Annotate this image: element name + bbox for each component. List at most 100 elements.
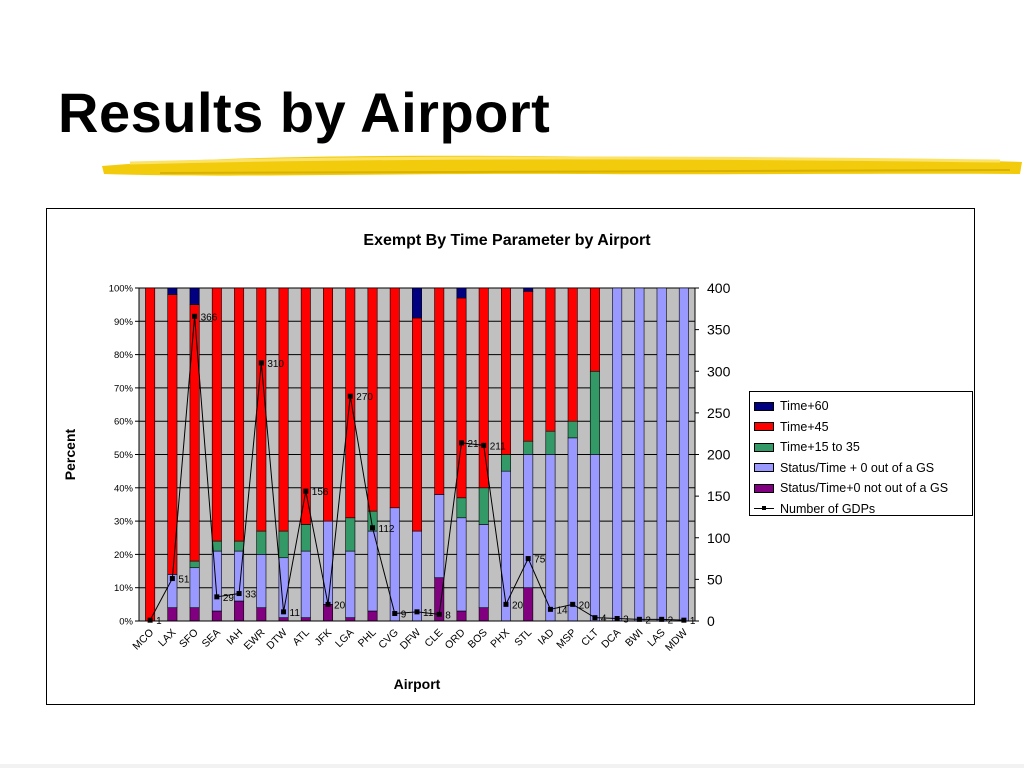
legend-swatch-time60 (754, 401, 774, 411)
bar-segment-dfw (412, 530, 422, 622)
x-tick-label: PHL (356, 627, 379, 650)
y-tick-label: 30% (114, 517, 134, 528)
bar-segment-phx (500, 287, 511, 455)
slide-title: Results by Airport (58, 81, 551, 144)
x-tick-label: MSP (554, 627, 579, 652)
chart-svg: Exempt By Time Parameter by Airport 0% 10%… (62, 232, 731, 692)
x-tick-label: EWR (242, 626, 268, 652)
bar-segment-sfo (189, 567, 200, 608)
footer-divider (0, 764, 1024, 768)
gdp-data-label: 11 (290, 608, 301, 619)
gdp-data-label: 1 (156, 616, 162, 627)
gdp-marker (458, 440, 464, 446)
bar-segment-phl (367, 287, 378, 512)
y2-tick-label: 50 (707, 571, 723, 587)
bar-segment-lax (167, 607, 178, 622)
gdp-data-label: 29 (223, 593, 235, 604)
bar-segment-ewr (256, 554, 267, 608)
gdp-marker (347, 393, 353, 399)
y2-tick-label: 150 (707, 488, 731, 504)
x-tick-label: MCO (130, 627, 156, 653)
gdp-data-label: 9 (401, 610, 407, 621)
bar-segment-lax (167, 287, 178, 295)
gdp-marker (414, 609, 420, 615)
y-tick-label: 50% (114, 450, 134, 461)
bar-segment-ord (456, 497, 467, 519)
bar-segment-clt (589, 454, 600, 622)
gdp-data-label: 20 (512, 600, 524, 611)
bar-segment-cvg (389, 287, 400, 509)
x-tick-label: DTW (264, 627, 289, 652)
bar-segment-lga (345, 287, 356, 519)
gdp-marker (570, 601, 576, 607)
x-tick-label: ORD (443, 626, 468, 651)
bar-segment-ewr (256, 287, 267, 532)
gdp-marker (503, 601, 509, 607)
bar-segment-las (656, 287, 667, 622)
y-tick-label: 80% (114, 350, 134, 361)
bar-segment-clt (589, 287, 600, 372)
gdp-marker (659, 616, 665, 622)
bar-segment-bwi (634, 287, 645, 622)
gdp-marker (303, 488, 309, 494)
y-tick-label: 60% (114, 417, 134, 428)
gdp-data-label: 11 (423, 608, 434, 619)
gdp-data-label: 310 (267, 359, 284, 370)
x-tick-label: IAD (536, 626, 557, 647)
gdp-data-label: 2 (668, 615, 674, 626)
y-tick-label: 20% (114, 550, 134, 561)
gdp-marker (281, 609, 287, 615)
gdp-marker (681, 617, 687, 623)
x-tick-label: STL (512, 627, 534, 649)
gdp-data-label: 3 (623, 615, 629, 626)
bar-segment-sea (211, 610, 222, 622)
gdp-marker (192, 313, 198, 319)
bar-segment-iad (545, 287, 556, 432)
x-tick-label: SEA (200, 627, 223, 650)
gdp-data-label: 211 (490, 441, 506, 452)
legend-label: Time+15 to 35 (780, 440, 860, 455)
bar-segment-iah (234, 540, 245, 552)
x-tick-label: BOS (466, 627, 490, 651)
legend-item-status-out-gs: Status/Time + 0 out of a GS (754, 458, 972, 479)
bar-segment-sea (211, 287, 222, 542)
gdp-data-label: 14 (556, 605, 568, 616)
gdp-marker (214, 594, 220, 600)
bar-segment-stl (523, 587, 534, 622)
y-tick-label: 10% (114, 583, 134, 594)
y-tick-label: 40% (114, 483, 134, 494)
gdp-data-label: 270 (356, 392, 373, 403)
bar-segment-lax (167, 294, 178, 575)
legend-label: Status/Time + 0 out of a GS (780, 460, 935, 475)
bar-segment-clt (589, 370, 600, 455)
bar-segment-iah (234, 287, 245, 542)
gdp-data-label: 2 (645, 615, 651, 626)
brush-stroke-shadow (159, 169, 1011, 174)
gdp-data-label: 156 (312, 487, 329, 498)
gdp-marker (525, 556, 531, 562)
bar-segment-ord (456, 287, 467, 299)
bar-segment-atl (300, 550, 311, 618)
y-tick-label: 100% (109, 284, 134, 295)
title-underline-brush (102, 155, 1022, 176)
bar-segment-iah (234, 600, 245, 622)
x-tick-label: ATL (290, 627, 312, 649)
bar-segment-bos (478, 524, 489, 608)
y-tick-label: 90% (114, 317, 134, 328)
bar-segment-bos (478, 287, 489, 489)
chart-frame: Exempt By Time Parameter by Airport 0% 10%… (46, 208, 975, 705)
legend-item-time60: Time+60 (754, 396, 972, 417)
y2-tick-label: 250 (707, 405, 731, 421)
x-tick-label: BWI (623, 627, 646, 650)
y2-tick-label: 200 (707, 447, 731, 463)
gdp-data-label: 20 (334, 600, 346, 611)
bar-segment-sfo (189, 304, 200, 562)
gdp-data-label: 20 (579, 600, 591, 611)
x-tick-label: CLT (579, 626, 601, 648)
legend-swatch-status-out-gs (754, 463, 774, 473)
legend-item-status-not-out-gs: Status/Time+0 not out of a GS (754, 478, 972, 499)
bar-segment-ewr (256, 530, 267, 555)
bar-segment-bos (478, 607, 489, 622)
legend-item-gdps: Number of GDPs (754, 499, 972, 520)
chart-legend: Time+60 Time+45 Time+15 to 35 Status/Tim… (749, 391, 973, 516)
